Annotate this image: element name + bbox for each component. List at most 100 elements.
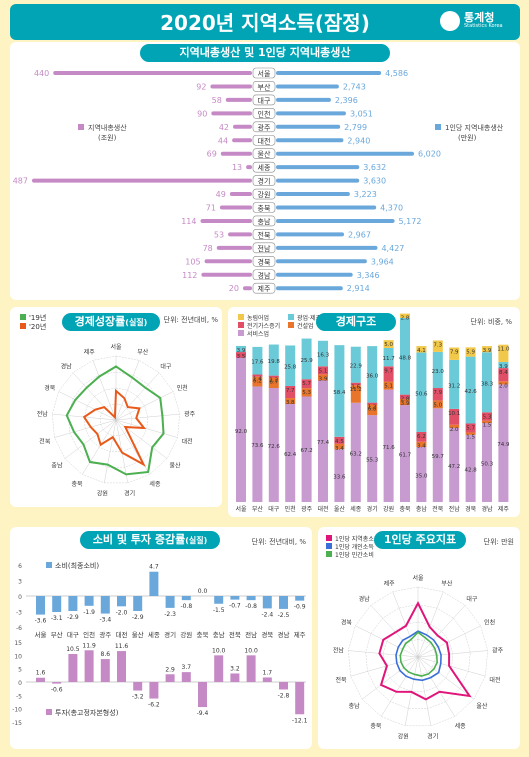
consumption-value-label: -1.9 [83, 609, 95, 616]
grdp-right-value: 5,172 [399, 217, 422, 226]
consumption-title-pill: 소비 및 투자 증감률(실질) [80, 531, 220, 549]
radar-spoke [64, 419, 117, 459]
growth-subtitle: (실질) [125, 318, 148, 327]
structure-bar-segment [449, 408, 460, 425]
grdp-region-label: 세종 [258, 163, 271, 172]
grdp-region-box [252, 67, 276, 79]
radar-spoke [115, 372, 160, 421]
page-title: 2020년 지역소득(잠정) [160, 11, 370, 35]
grdp-left-legend-unit: (조원) [98, 133, 117, 142]
radar-axis-label: 경남 [359, 595, 371, 603]
consumption-bar [133, 596, 143, 611]
grdp-right-bar [276, 124, 341, 129]
investment-value-label: 11.9 [82, 642, 96, 649]
investment-bar [165, 674, 175, 682]
structure-value-label: 11.0 [497, 347, 510, 353]
grdp-right-value: 3,346 [357, 271, 380, 280]
structure-bar-segment [334, 436, 345, 444]
structure-bar-segment [367, 404, 378, 416]
structure-bar-segment [268, 375, 279, 378]
structure-value-label: 6.2 [253, 379, 262, 385]
grdp-left-bar [225, 97, 252, 102]
structure-value-label: 58.4 [333, 390, 346, 396]
structure-bar-segment [383, 340, 394, 348]
radar-axis-label: 대구 [160, 362, 172, 370]
structure-value-label: 33.6 [333, 475, 346, 481]
structure-value-label: 5.0 [433, 402, 442, 408]
structure-value-label: 2.8 [401, 397, 410, 403]
structure-bar-segment [350, 402, 361, 502]
consumption-category-label: 인천 [83, 630, 95, 639]
grdp-left-value: 20 [229, 284, 239, 293]
grdp-left-bar [232, 138, 252, 143]
structure-value-label: 25.9 [300, 358, 313, 364]
grdp-region-box [252, 81, 276, 92]
radar-spoke [417, 650, 488, 658]
structure-unit: 단위: 비중, % [471, 317, 513, 326]
grdp-left-bar [200, 218, 252, 223]
investment-bar [295, 682, 305, 715]
grdp-right-value: 3,632 [363, 163, 386, 172]
radar-axis-label: 경북 [341, 619, 353, 626]
radar-axis-label: 경남 [61, 362, 73, 370]
consumption-y-tick: 6 [18, 563, 22, 570]
grdp-right-value: 4,427 [381, 244, 404, 253]
radar-axis-label: 광주 [492, 648, 504, 655]
grdp-right-value: 2,799 [344, 123, 367, 132]
grdp-left-bar [228, 232, 252, 237]
structure-category-label: 전북 [432, 505, 444, 513]
radar-axis-label: 서울 [412, 574, 424, 582]
consumption-legend-label: 소비(최종소비) [55, 561, 99, 570]
investment-value-label: -9.4 [197, 710, 209, 717]
consumption-value-label: -2.4 [261, 611, 273, 618]
investment-value-label: -2.8 [278, 692, 290, 699]
grdp-left-bar [216, 245, 252, 250]
consumption-subtitle: (실질) [185, 536, 208, 545]
structure-value-label: 7.3 [433, 342, 442, 348]
consumption-value-label: 4.7 [149, 564, 159, 571]
structure-value-label: 1.4 [253, 377, 262, 383]
structure-value-label: 62.4 [284, 452, 297, 458]
structure-category-label: 충북 [399, 505, 411, 513]
structure-value-label: 9.7 [384, 368, 393, 374]
statistics-korea-logo: 통계청 Statistics Korea [440, 9, 510, 35]
structure-legend-label: 광업·제조업 [297, 314, 327, 322]
structure-bar-segment [432, 388, 443, 401]
structure-chart: 92.03.53.9서울73.66.21.417.6부산72.66.71.219… [235, 313, 513, 513]
grdp-chart: 440 서울 4,586 92 부산 2,743 58 대구 2,396 90 인천 3,051 42 광… [13, 67, 504, 294]
structure-bar-segment [482, 423, 492, 502]
radar-spoke [92, 360, 117, 421]
radar-spoke [115, 413, 180, 421]
structure-bar-segment [400, 394, 410, 400]
investment-bar [133, 682, 143, 691]
investment-bar [117, 651, 126, 682]
grdp-left-bar [53, 71, 253, 75]
structure-value-label: 73.6 [251, 443, 264, 449]
consumption-bar [84, 596, 94, 606]
structure-value-label: 38.3 [481, 381, 494, 387]
radar-series-line [399, 631, 438, 677]
consumption-category-label: 경북 [261, 630, 273, 639]
structure-value-label: 7.9 [450, 350, 459, 356]
structure-bar-segment [400, 399, 410, 406]
grdp-region-label: 강원 [258, 190, 271, 199]
investment-value-label: -0.6 [51, 687, 63, 694]
structure-bar-segment [350, 385, 361, 403]
grdp-left-bar [229, 192, 252, 197]
structure-bar-segment [252, 386, 263, 502]
structure-value-label: 71.6 [382, 445, 395, 451]
investment-bar [68, 654, 78, 682]
grdp-region-label: 충남 [258, 217, 271, 226]
structure-bar-segment [498, 368, 509, 382]
structure-category-label: 경남 [481, 505, 493, 513]
radar-axis-label: 경기 [124, 490, 135, 498]
consumption-value-label: -1.5 [213, 607, 225, 614]
structure-value-label: 11.2 [350, 387, 362, 393]
consumption-value-label: -3.6 [35, 618, 47, 625]
structure-value-label: 16.3 [317, 353, 330, 359]
grdp-right-bar [276, 218, 395, 223]
consumption-bar [262, 596, 272, 609]
radar-spoke [417, 656, 432, 726]
